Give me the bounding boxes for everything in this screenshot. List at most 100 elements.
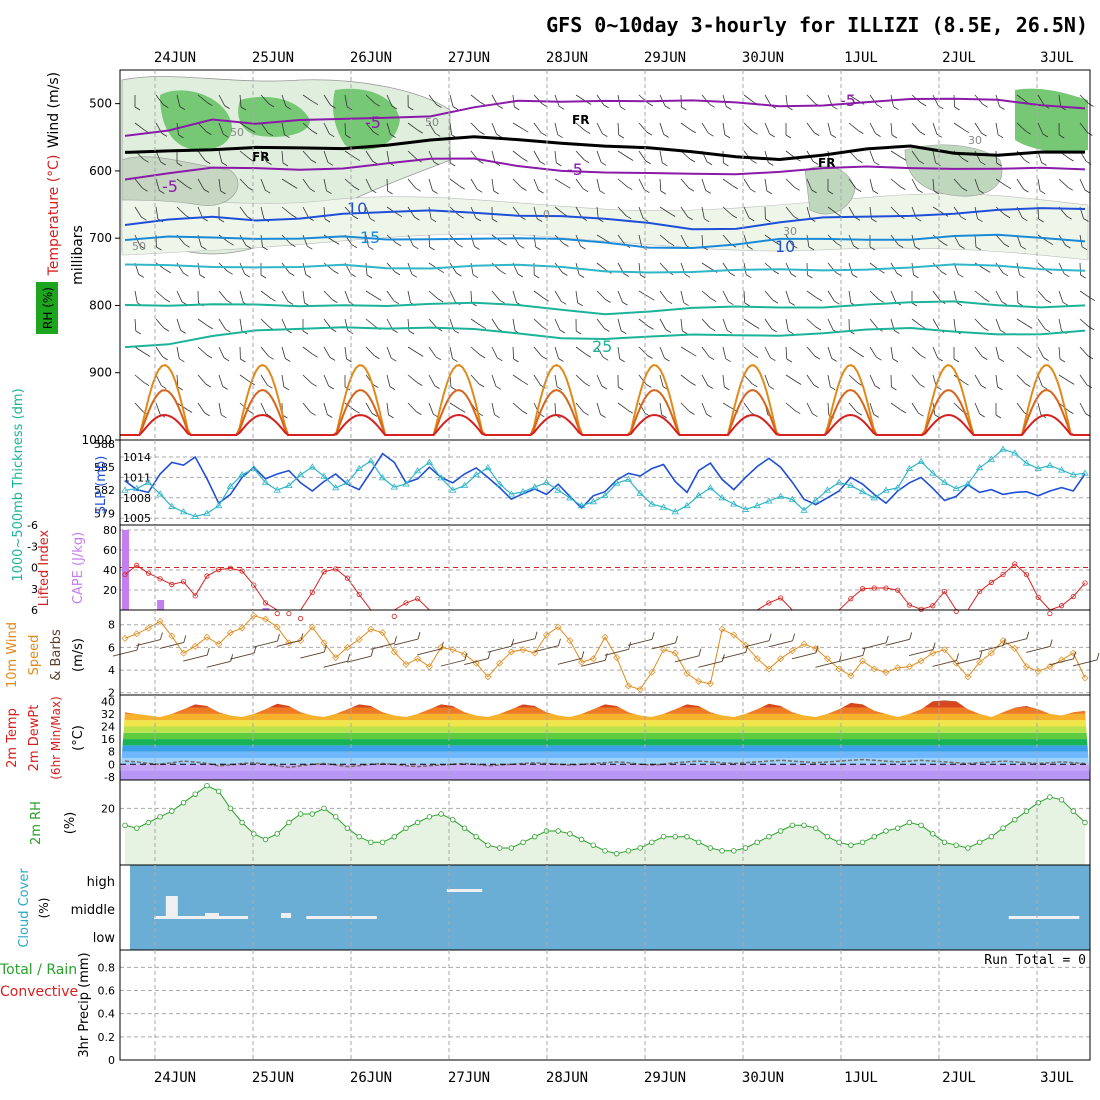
upper-wind-barb-flag xyxy=(747,246,753,250)
wind-speed-point xyxy=(390,648,398,656)
upper-wind-barb xyxy=(428,234,430,248)
upper-wind-barb xyxy=(1037,346,1044,358)
upper-wind-barb-flag xyxy=(941,271,947,275)
upper-wind-barb xyxy=(680,206,689,218)
wind-barb-10m-flag xyxy=(183,635,187,643)
upper-wind-barb-flag xyxy=(558,105,565,110)
upper-wind-barb xyxy=(596,346,604,358)
cloud-bar-low xyxy=(189,916,202,919)
upper-wind-barb-flag xyxy=(164,298,171,303)
wind-barb-10m xyxy=(417,648,442,656)
upper-wind-barb xyxy=(806,94,816,104)
upper-wind-barb-flag xyxy=(623,273,630,277)
upper-wind-barb-flag xyxy=(831,358,837,362)
upper-wind-barb-flag xyxy=(752,130,758,135)
upper-wind-barb-flag xyxy=(459,409,466,413)
upper-wind-barb-flag xyxy=(163,327,170,332)
thickness-point xyxy=(917,457,925,465)
date-label-top: 26JUN xyxy=(350,50,392,66)
upper-wind-barb xyxy=(470,318,482,327)
upper-wind-barb xyxy=(323,206,326,220)
cloud-bar-high xyxy=(458,889,471,892)
upper-wind-barb xyxy=(932,150,936,163)
upper-wind-barb xyxy=(995,150,997,164)
li-point xyxy=(227,565,233,571)
upper-wind-barb-flag xyxy=(221,162,228,166)
upper-wind-barb xyxy=(764,122,771,135)
upper-wind-barb-flag xyxy=(997,386,1003,391)
upper-wind-barb-flag xyxy=(521,410,528,415)
rh-point xyxy=(578,836,585,843)
upper-wind-barb xyxy=(995,178,1007,187)
upper-wind-barb-flag xyxy=(1043,357,1049,361)
upper-wind-barb xyxy=(785,206,794,217)
rh-point xyxy=(941,839,948,846)
upper-wind-barb-flag xyxy=(919,383,925,388)
upper-wind-barb xyxy=(365,94,376,104)
upper-wind-barb-flag xyxy=(452,358,458,363)
upper-wind-barb-flag xyxy=(287,301,294,305)
rh-point xyxy=(321,805,327,812)
upper-wind-barb xyxy=(911,150,920,162)
upper-wind-barb xyxy=(638,402,646,414)
upper-wind-barb xyxy=(974,290,985,299)
upper-wind-barb xyxy=(827,402,830,416)
upper-wind-barb-flag xyxy=(522,158,528,162)
upper-wind-barb xyxy=(932,178,935,192)
upper-wind-barb xyxy=(281,178,293,186)
cloud-bar-middle xyxy=(205,913,219,918)
upper-wind-barb xyxy=(869,402,875,415)
upper-wind-barb xyxy=(722,122,726,135)
upper-wind-barb xyxy=(533,94,543,105)
li-point xyxy=(918,606,924,612)
upper-wind-barb xyxy=(470,346,481,356)
p4-speed-label: Speed xyxy=(27,635,42,676)
upper-wind-barb-flag xyxy=(223,133,229,138)
wind-speed-point xyxy=(941,646,949,654)
upper-wind-barb xyxy=(890,178,901,187)
upper-wind-barb-flag xyxy=(874,161,880,166)
upper-wind-barb-flag xyxy=(244,273,250,278)
upper-wind-barb-flag xyxy=(954,106,960,111)
upper-wind-barb-flag xyxy=(914,246,921,250)
upper-wind-barb-flag xyxy=(311,382,317,387)
upper-wind-barb xyxy=(428,402,434,415)
thickness-point xyxy=(1069,470,1077,478)
upper-wind-barb-flag xyxy=(689,158,696,163)
p4-unit-label: (m/s) xyxy=(71,638,86,672)
upper-wind-barb-flag xyxy=(328,385,334,390)
upper-wind-barb-flag xyxy=(478,160,484,164)
upper-wind-barb-flag xyxy=(456,272,462,277)
wind-tick-label: 6 xyxy=(108,641,115,654)
upper-wind-barb xyxy=(533,346,543,357)
upper-wind-barb-flag xyxy=(855,188,862,192)
wind-speed-point xyxy=(964,673,972,681)
wind-barb-10m xyxy=(604,648,629,656)
thickness-point xyxy=(554,486,562,493)
upper-wind-barb-flag xyxy=(221,414,227,419)
date-label-top: 28JUN xyxy=(546,50,588,66)
upper-wind-barb-flag xyxy=(834,300,840,305)
upper-wind-barb-flag xyxy=(541,355,547,360)
p1-ytick-label: 500 xyxy=(89,97,112,111)
upper-wind-barb-flag xyxy=(388,414,394,419)
upper-wind-barb-flag xyxy=(900,186,906,190)
upper-wind-barb xyxy=(533,178,539,191)
thickness-point xyxy=(671,508,679,515)
upper-wind-barb-flag xyxy=(347,330,354,334)
upper-wind-barb xyxy=(512,122,524,130)
rh-point xyxy=(848,842,854,848)
upper-wind-barb xyxy=(659,122,665,135)
upper-wind-barb-flag xyxy=(474,246,480,250)
upper-wind-barb-flag xyxy=(997,134,1004,139)
upper-wind-barb-flag xyxy=(499,299,505,304)
cape-tick-label: 40 xyxy=(103,564,117,577)
upper-wind-barb-flag xyxy=(660,190,667,195)
upper-wind-barb-flag xyxy=(558,358,564,362)
li-point xyxy=(344,575,351,581)
cloud-bar-low xyxy=(177,916,190,919)
upper-wind-barb-flag xyxy=(240,358,246,363)
upper-wind-barb-flag xyxy=(305,274,312,278)
upper-wind-barb-flag xyxy=(459,185,465,190)
